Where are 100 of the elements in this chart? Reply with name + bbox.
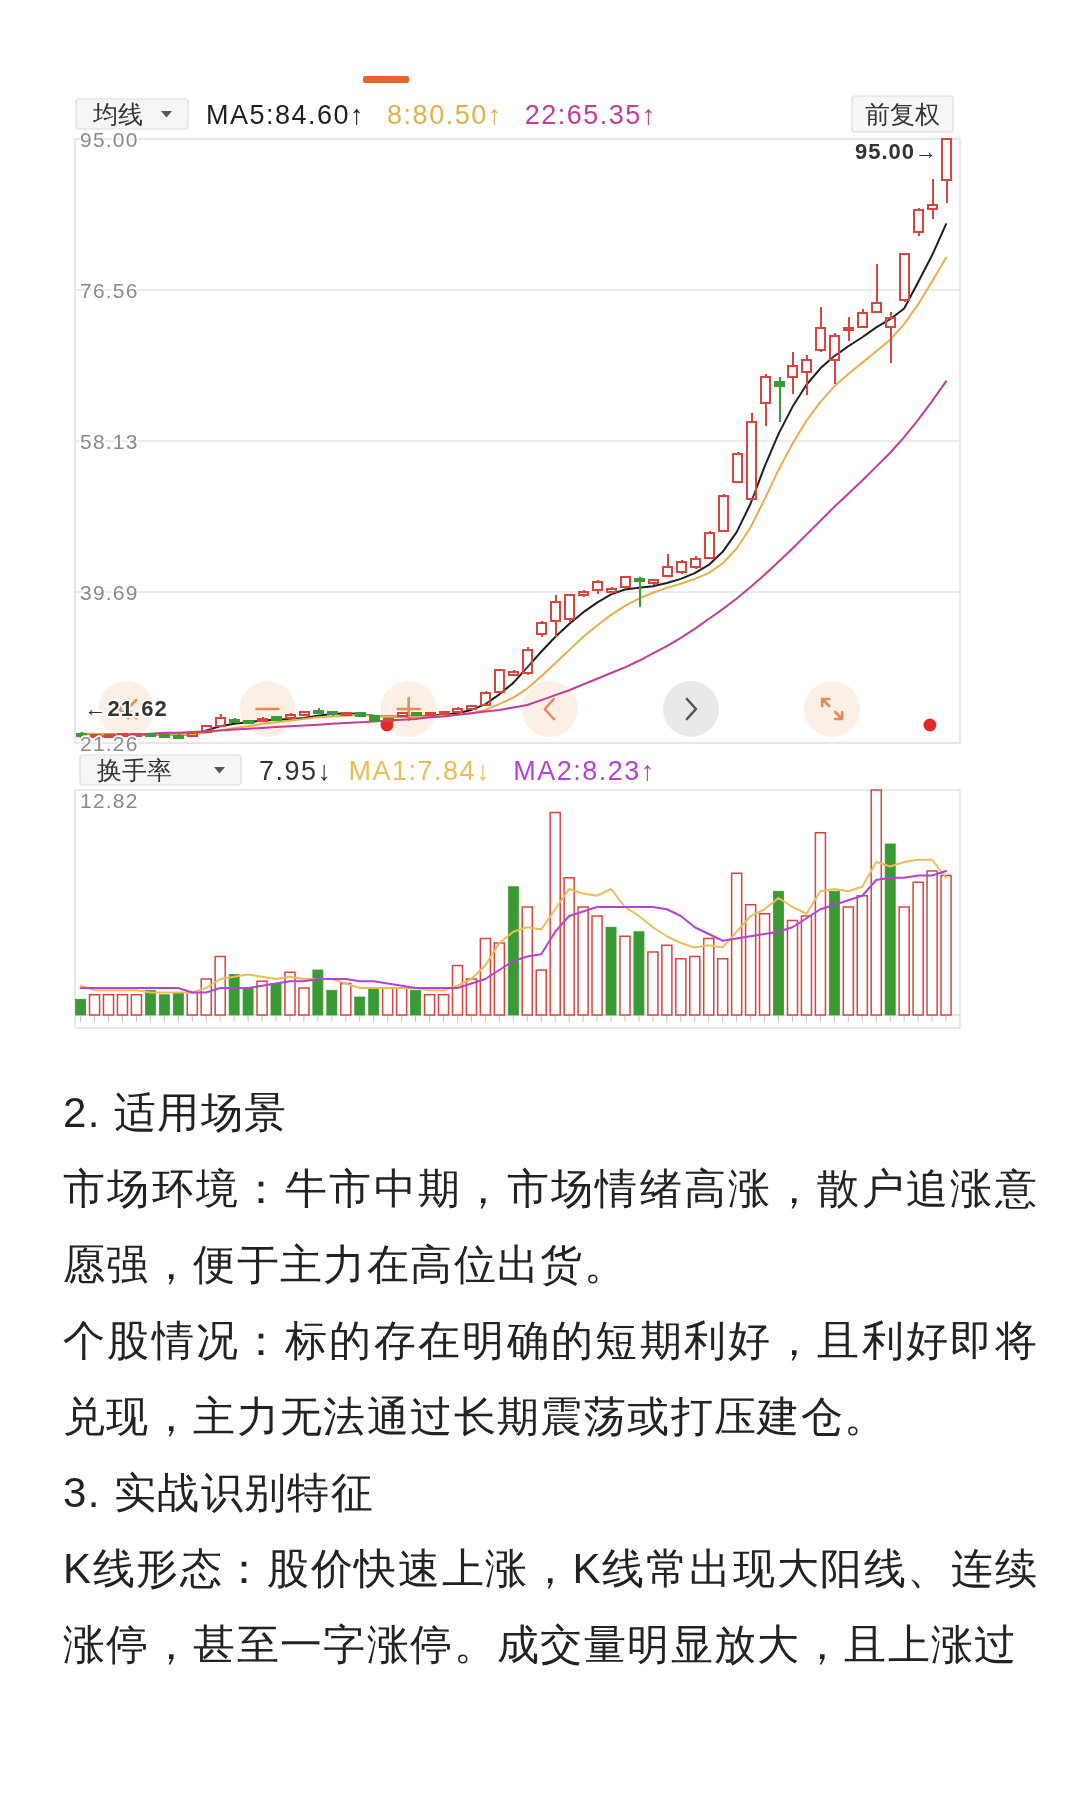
bar — [647, 951, 659, 1016]
dropdown: 换手率 — [79, 754, 242, 786]
bar — [437, 994, 450, 1016]
bar — [521, 906, 534, 1016]
candlestick — [885, 310, 896, 365]
candlestick — [634, 576, 645, 608]
bar — [242, 987, 254, 1016]
candlestick — [704, 529, 715, 561]
bar — [186, 991, 199, 1016]
bar — [270, 983, 282, 1016]
candlestick — [187, 731, 198, 738]
text: 市场环境：牛市中期，市场情绪高涨，散户追涨意愿强，便于主力在高位出货。 — [63, 1164, 1038, 1290]
text: 2. 适用场景 — [63, 1088, 289, 1138]
bar — [577, 906, 589, 1016]
candlestick — [899, 252, 910, 303]
bar — [75, 998, 87, 1016]
candlestick — [285, 712, 296, 720]
candlestick — [215, 713, 226, 729]
candlestick — [397, 710, 408, 719]
text: 3. 实战识别特征 — [63, 1468, 376, 1518]
candlestick — [341, 711, 352, 717]
bar — [633, 931, 645, 1016]
bar — [116, 994, 129, 1016]
bar — [158, 994, 170, 1016]
candlestick — [480, 690, 491, 707]
text: MA5:84.60↑ — [206, 100, 366, 130]
candlestick — [145, 731, 156, 738]
bar — [130, 994, 143, 1016]
candlestick — [857, 307, 868, 330]
text: 22:65.35↑ — [524, 100, 657, 130]
bar — [675, 958, 687, 1016]
bar — [814, 832, 827, 1016]
bar — [912, 881, 924, 1016]
button: 前复权 — [851, 95, 954, 133]
y-tick-label: 21.26 — [80, 731, 139, 755]
text: 8:80.50↑ — [387, 100, 503, 130]
y-tick-label: 76.56 — [80, 278, 139, 302]
bar — [507, 886, 519, 1016]
candlestick — [313, 707, 324, 715]
bar — [884, 843, 896, 1016]
candlestick — [257, 716, 268, 724]
candlestick — [104, 733, 115, 739]
candlestick — [494, 667, 505, 694]
bar — [368, 987, 380, 1016]
candlestick — [508, 668, 519, 678]
y-tick-label: 58.13 — [80, 429, 139, 453]
bar — [744, 904, 757, 1016]
candlestick — [425, 711, 436, 717]
bar — [312, 969, 324, 1016]
bar — [605, 926, 617, 1016]
candlestick — [229, 717, 240, 724]
candlestick — [466, 703, 477, 711]
bar — [410, 989, 422, 1016]
bar — [214, 955, 226, 1016]
candlestick — [801, 354, 812, 397]
candlestick — [676, 559, 687, 575]
candlestick — [564, 592, 575, 624]
bar — [549, 811, 561, 1016]
bar — [689, 955, 701, 1016]
legend-title: 均线 — [92, 100, 143, 128]
bar — [563, 877, 575, 1016]
candlestick — [760, 373, 771, 427]
bar — [535, 969, 548, 1016]
candlestick — [620, 574, 631, 590]
candlestick — [592, 578, 603, 595]
candlestick — [243, 718, 254, 725]
candlestick — [299, 709, 310, 717]
candlestick — [536, 619, 547, 639]
bar — [354, 996, 366, 1016]
bar — [619, 935, 631, 1016]
bar — [340, 982, 352, 1016]
legend-title: 换手率 — [97, 756, 172, 784]
candlestick — [201, 724, 212, 734]
candlestick — [411, 711, 422, 717]
candlestick — [690, 554, 701, 571]
bar — [828, 890, 840, 1016]
candlestick — [913, 206, 924, 238]
bar — [716, 958, 729, 1016]
text: 7.95↓ — [259, 756, 333, 786]
bar — [395, 987, 408, 1016]
bar — [661, 944, 673, 1016]
bar — [284, 971, 296, 1016]
bar — [702, 937, 715, 1016]
candlestick — [774, 376, 785, 424]
annotation: 95.00→ — [854, 139, 939, 164]
bar — [730, 872, 743, 1016]
candlestick — [327, 710, 338, 717]
candlestick — [452, 706, 463, 714]
candlestick — [173, 733, 184, 740]
text: K线形态：股价快速上涨，K线常出现大阳线、连续涨停，甚至一字涨停。成交量明显放大，且上涨过 — [63, 1544, 1038, 1670]
candlestick — [746, 411, 757, 501]
text: 个股情况：标的存在明确的短期利好，且利好即将兑现，主力无法通过长期震荡或打压建仓。 — [63, 1316, 1038, 1442]
candlestick — [648, 578, 659, 586]
bar — [898, 906, 910, 1016]
bar — [926, 870, 938, 1016]
candlestick — [787, 350, 798, 395]
annotation: 12.82 — [80, 789, 139, 812]
dropdown: 均线 — [75, 98, 189, 130]
bar — [493, 942, 506, 1016]
candlestick — [829, 332, 840, 385]
